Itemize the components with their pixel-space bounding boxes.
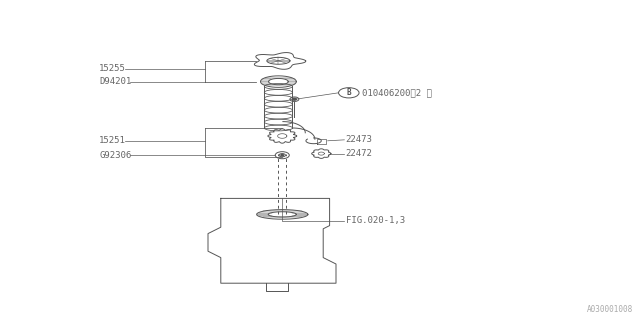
Text: FIG.020-1,3: FIG.020-1,3 [346, 216, 404, 225]
Text: B: B [346, 88, 351, 97]
Circle shape [292, 98, 296, 100]
Text: A030001008: A030001008 [588, 305, 634, 314]
Text: D94201: D94201 [99, 77, 131, 86]
Circle shape [281, 155, 284, 156]
Text: 22472: 22472 [346, 149, 372, 158]
Text: G92306: G92306 [99, 151, 131, 160]
Text: 010406200（2 ）: 010406200（2 ） [362, 88, 432, 97]
Text: 15251: 15251 [99, 136, 126, 145]
Text: 22473: 22473 [346, 135, 372, 144]
Text: 15255: 15255 [99, 64, 126, 73]
